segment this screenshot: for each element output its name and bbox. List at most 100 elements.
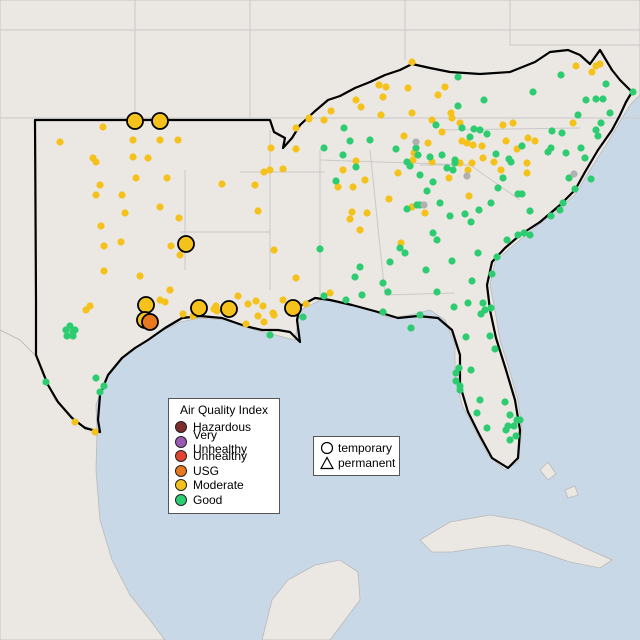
monitor-marker-moderate[interactable] xyxy=(305,114,313,122)
monitor-marker-good[interactable] xyxy=(464,299,472,307)
monitor-marker-good[interactable] xyxy=(507,158,515,166)
monitor-marker-moderate[interactable] xyxy=(259,302,267,310)
monitor-marker-moderate[interactable] xyxy=(176,251,184,259)
monitor-marker-usg-large[interactable] xyxy=(141,313,159,331)
monitor-marker-moderate[interactable] xyxy=(404,84,412,92)
monitor-marker-moderate[interactable] xyxy=(279,165,287,173)
monitor-marker-good[interactable] xyxy=(488,270,496,278)
monitor-marker-good[interactable] xyxy=(429,178,437,186)
monitor-marker-good[interactable] xyxy=(470,125,478,133)
monitor-marker-moderate[interactable] xyxy=(96,181,104,189)
monitor-marker-moderate[interactable] xyxy=(100,267,108,275)
monitor-marker-good[interactable] xyxy=(403,205,411,213)
monitor-marker-good[interactable] xyxy=(520,229,528,237)
monitor-marker-good[interactable] xyxy=(339,151,347,159)
monitor-marker-good[interactable] xyxy=(452,377,460,385)
monitor-marker-moderate[interactable] xyxy=(463,139,471,147)
monitor-marker-good[interactable] xyxy=(401,249,409,257)
monitor-marker-moderate-large[interactable] xyxy=(284,299,302,317)
monitor-marker-moderate[interactable] xyxy=(334,183,342,191)
monitor-marker-moderate[interactable] xyxy=(179,310,187,318)
monitor-marker-moderate[interactable] xyxy=(251,181,259,189)
monitor-marker-good[interactable] xyxy=(320,292,328,300)
monitor-marker-moderate[interactable] xyxy=(596,60,604,68)
monitor-marker-good[interactable] xyxy=(474,249,482,257)
monitor-marker-good[interactable] xyxy=(451,156,459,164)
monitor-marker-moderate[interactable] xyxy=(469,141,477,149)
monitor-marker-moderate[interactable] xyxy=(448,114,456,122)
monitor-marker-good[interactable] xyxy=(379,308,387,316)
monitor-marker-moderate[interactable] xyxy=(497,166,505,174)
monitor-marker-good[interactable] xyxy=(514,231,522,239)
monitor-marker-moderate[interactable] xyxy=(377,111,385,119)
monitor-marker-moderate[interactable] xyxy=(99,123,107,131)
monitor-marker-good[interactable] xyxy=(581,154,589,162)
monitor-marker-good[interactable] xyxy=(594,132,602,140)
monitor-marker-good[interactable] xyxy=(352,163,360,171)
monitor-marker-moderate[interactable] xyxy=(434,91,442,99)
monitor-marker-good[interactable] xyxy=(433,236,441,244)
monitor-marker-good[interactable] xyxy=(486,332,494,340)
monitor-marker-moderate[interactable] xyxy=(267,144,275,152)
monitor-marker-good[interactable] xyxy=(454,102,462,110)
monitor-marker-moderate[interactable] xyxy=(167,242,175,250)
monitor-marker-good[interactable] xyxy=(503,236,511,244)
monitor-marker-good[interactable] xyxy=(483,130,491,138)
monitor-marker-good[interactable] xyxy=(342,296,350,304)
monitor-marker-good[interactable] xyxy=(406,162,414,170)
monitor-marker-good[interactable] xyxy=(559,199,567,207)
monitor-marker-good[interactable] xyxy=(582,96,590,104)
monitor-marker-moderate[interactable] xyxy=(270,246,278,254)
monitor-marker-moderate[interactable] xyxy=(531,137,539,145)
monitor-marker-good[interactable] xyxy=(491,345,499,353)
monitor-marker-good[interactable] xyxy=(506,411,514,419)
monitor-marker-moderate[interactable] xyxy=(588,68,596,76)
monitor-marker-good[interactable] xyxy=(320,144,328,152)
monitor-marker-good[interactable] xyxy=(346,137,354,145)
monitor-marker-good[interactable] xyxy=(366,136,374,144)
monitor-marker-good[interactable] xyxy=(96,388,104,396)
monitor-marker-moderate[interactable] xyxy=(382,83,390,91)
monitor-marker-moderate[interactable] xyxy=(242,320,250,328)
monitor-marker-moderate[interactable] xyxy=(156,296,164,304)
monitor-marker-moderate[interactable] xyxy=(136,272,144,280)
monitor-marker-good[interactable] xyxy=(468,277,476,285)
monitor-marker-good[interactable] xyxy=(426,153,434,161)
monitor-marker-good[interactable] xyxy=(461,210,469,218)
monitor-marker-good[interactable] xyxy=(565,174,573,182)
monitor-marker-good[interactable] xyxy=(458,124,466,132)
monitor-marker-moderate[interactable] xyxy=(218,180,226,188)
monitor-marker-good[interactable] xyxy=(587,175,595,183)
monitor-marker-good[interactable] xyxy=(493,253,501,261)
monitor-marker-moderate[interactable] xyxy=(465,192,473,200)
monitor-marker-moderate[interactable] xyxy=(523,159,531,167)
monitor-marker-good[interactable] xyxy=(557,71,565,79)
monitor-marker-moderate[interactable] xyxy=(424,139,432,147)
monitor-marker-moderate[interactable] xyxy=(385,195,393,203)
monitor-marker-moderate[interactable] xyxy=(445,174,453,182)
monitor-marker-good[interactable] xyxy=(42,378,50,386)
monitor-marker-good[interactable] xyxy=(384,288,392,296)
monitor-marker-good[interactable] xyxy=(512,432,520,440)
monitor-marker-moderate[interactable] xyxy=(375,81,383,89)
monitor-marker-good[interactable] xyxy=(547,212,555,220)
monitor-marker-moderate-large[interactable] xyxy=(220,300,238,318)
monitor-marker-moderate[interactable] xyxy=(71,418,79,426)
monitor-marker-moderate[interactable] xyxy=(174,136,182,144)
monitor-marker-moderate[interactable] xyxy=(326,289,334,297)
monitor-marker-good[interactable] xyxy=(266,331,274,339)
monitor-marker-moderate[interactable] xyxy=(266,166,274,174)
monitor-marker-moderate[interactable] xyxy=(213,307,221,315)
monitor-marker-moderate[interactable] xyxy=(509,119,517,127)
monitor-marker-moderate[interactable] xyxy=(468,159,476,167)
monitor-marker-moderate[interactable] xyxy=(91,428,99,436)
monitor-marker-moderate[interactable] xyxy=(56,138,64,146)
monitor-marker-good[interactable] xyxy=(599,95,607,103)
monitor-marker-moderate[interactable] xyxy=(361,176,369,184)
monitor-marker-moderate[interactable] xyxy=(252,297,260,305)
monitor-marker-good[interactable] xyxy=(299,313,307,321)
monitor-marker-moderate[interactable] xyxy=(408,58,416,66)
monitor-marker-good[interactable] xyxy=(529,88,537,96)
monitor-marker-no-data[interactable] xyxy=(412,138,420,146)
monitor-marker-good[interactable] xyxy=(577,144,585,152)
